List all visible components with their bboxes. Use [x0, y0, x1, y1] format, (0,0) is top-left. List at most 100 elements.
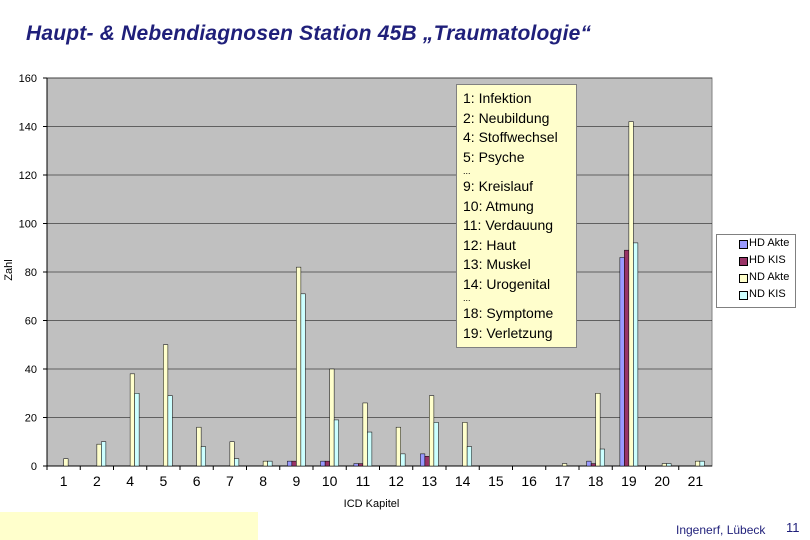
bar — [320, 460, 326, 467]
bar — [200, 446, 206, 467]
bar — [699, 460, 705, 467]
bar — [287, 460, 293, 467]
x-tick-label: 21 — [688, 473, 704, 489]
y-axis-title: Zahl — [3, 259, 15, 280]
x-tick-label: 1 — [60, 473, 68, 489]
bar — [229, 441, 235, 467]
bar — [96, 443, 102, 467]
key-line: 13: Muskel — [463, 256, 531, 272]
bar — [296, 266, 302, 467]
icd-chapter-key-box: 1: Infektion 2: Neubildung 4: Stoffwechs… — [456, 84, 577, 348]
x-tick-label: 20 — [654, 473, 670, 489]
bar — [134, 393, 140, 467]
bar — [424, 456, 430, 467]
x-axis-title: ICD Kapitel — [344, 498, 400, 510]
x-tick-label: 18 — [588, 473, 604, 489]
bar — [429, 395, 435, 467]
bar — [586, 460, 592, 467]
x-tick-label: 8 — [259, 473, 267, 489]
y-tick-label: 80 — [25, 267, 37, 279]
bar — [624, 249, 630, 467]
legend-swatch — [739, 257, 748, 266]
bar — [462, 422, 468, 467]
bar — [234, 458, 240, 467]
legend-swatch — [739, 291, 748, 300]
y-tick-label: 140 — [19, 122, 37, 134]
bar — [628, 121, 634, 467]
bar — [433, 422, 439, 467]
legend-item-nd-kis: ND KIS — [717, 286, 795, 303]
bar — [329, 368, 335, 467]
key-line: 19: Verletzung — [463, 324, 553, 341]
x-tick-label: 14 — [455, 473, 471, 489]
x-tick-label: 17 — [555, 473, 571, 489]
key-line: 11: Verdauung — [463, 217, 554, 233]
bar — [420, 453, 426, 467]
bar — [590, 463, 596, 467]
bar — [353, 463, 359, 467]
bar — [362, 402, 368, 467]
legend-label: ND Akte — [749, 271, 790, 283]
slide-title: Haupt- & Nebendiagnosen Station 45B „Tra… — [26, 22, 592, 45]
y-tick-label: 60 — [25, 316, 37, 328]
key-line: 18: Symptome — [463, 305, 554, 321]
key-line: 12: Haut — [463, 236, 516, 253]
bar — [167, 395, 173, 467]
x-tick-label: 2 — [93, 473, 101, 489]
x-tick-label: 19 — [621, 473, 637, 489]
y-tick-label: 0 — [31, 461, 37, 473]
bar — [101, 441, 107, 467]
key-line: 2: Neubildung — [463, 109, 550, 126]
legend-item-hd-kis: HD KIS — [717, 252, 795, 269]
x-tick-label: 13 — [422, 473, 438, 489]
bar — [333, 419, 339, 467]
bar — [661, 463, 667, 467]
key-line: 1: Infektion — [463, 90, 532, 106]
key-line: 9: Kreislauf — [463, 178, 534, 194]
bar — [63, 458, 69, 467]
bar — [262, 460, 268, 467]
key-line: 4: Stoffwechsel — [463, 129, 558, 145]
key-ellipsis: ... — [463, 293, 471, 303]
bottom-accent-band — [0, 512, 258, 540]
bar — [599, 448, 605, 467]
bar — [324, 460, 330, 467]
legend-item-nd-akte: ND Akte — [717, 269, 795, 286]
bar — [300, 293, 306, 467]
x-tick-label: 10 — [322, 473, 338, 489]
chart-legend: HD Akte HD KIS ND Akte ND KIS — [716, 234, 796, 308]
key-line: 5: Psyche — [463, 148, 525, 165]
bar — [666, 463, 672, 467]
bar — [367, 431, 373, 467]
y-tick-label: 40 — [25, 364, 37, 376]
y-tick-label: 20 — [25, 413, 37, 425]
bar — [129, 373, 135, 467]
x-tick-label: 6 — [193, 473, 201, 489]
footer-author: Ingenerf, Lübeck — [676, 523, 766, 537]
bar — [595, 393, 601, 467]
legend-swatch — [739, 240, 748, 249]
bar — [163, 344, 169, 467]
x-tick-label: 12 — [388, 473, 404, 489]
bar — [196, 426, 202, 467]
x-tick-label: 11 — [356, 473, 371, 489]
y-tick-label: 100 — [19, 219, 37, 231]
bar — [395, 426, 401, 467]
x-tick-label: 9 — [292, 473, 300, 489]
x-tick-label: 4 — [126, 473, 134, 489]
legend-label: ND KIS — [749, 288, 786, 300]
x-tick-label: 16 — [521, 473, 537, 489]
legend-label: HD KIS — [749, 254, 786, 266]
key-line: 14: Urogenital — [463, 275, 551, 292]
bar — [291, 460, 297, 467]
bar — [695, 460, 701, 467]
bar — [358, 463, 364, 467]
bar — [400, 453, 406, 467]
x-tick-label: 5 — [159, 473, 167, 489]
y-tick-label: 160 — [19, 73, 37, 85]
legend-label: HD Akte — [749, 237, 790, 249]
legend-item-hd-akte: HD Akte — [717, 235, 795, 252]
bar — [267, 460, 273, 467]
x-tick-label: 7 — [226, 473, 234, 489]
